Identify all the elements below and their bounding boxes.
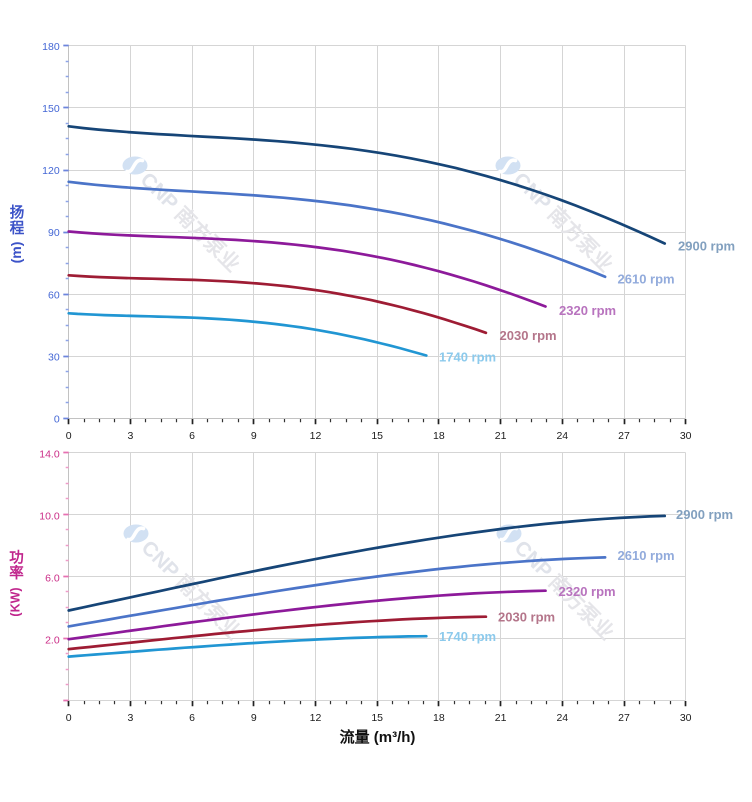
svg-text:6.0: 6.0 [45, 573, 60, 585]
svg-text:30: 30 [680, 712, 692, 724]
svg-text:24: 24 [556, 712, 568, 724]
svg-text:15: 15 [371, 430, 383, 442]
svg-text:18: 18 [433, 712, 445, 724]
svg-text:1740 rpm: 1740 rpm [439, 350, 496, 365]
svg-text:21: 21 [495, 430, 507, 442]
svg-text:功: 功 [9, 550, 24, 567]
svg-text:2030 rpm: 2030 rpm [500, 328, 557, 343]
svg-text:120: 120 [42, 165, 60, 177]
svg-text:9: 9 [251, 430, 257, 442]
svg-text:0: 0 [66, 430, 72, 442]
svg-text:2030 rpm: 2030 rpm [498, 610, 555, 625]
svg-text:9: 9 [251, 712, 257, 724]
svg-text:0: 0 [66, 712, 72, 724]
svg-text:率: 率 [9, 564, 24, 582]
svg-text:2610 rpm: 2610 rpm [618, 548, 675, 563]
svg-text:27: 27 [618, 430, 630, 442]
svg-text:2.0: 2.0 [45, 635, 60, 647]
svg-text:12: 12 [310, 430, 322, 442]
svg-text:程: 程 [10, 220, 25, 237]
svg-text:0: 0 [54, 414, 60, 426]
svg-text:30: 30 [680, 430, 692, 442]
svg-text:3: 3 [127, 712, 133, 724]
svg-text:10.0: 10.0 [39, 511, 60, 523]
svg-text:2900 rpm: 2900 rpm [676, 507, 733, 522]
svg-text:流量 (m³/h): 流量 (m³/h) [340, 728, 416, 746]
svg-text:150: 150 [42, 103, 60, 115]
svg-text:90: 90 [48, 227, 60, 239]
svg-text:180: 180 [42, 41, 60, 53]
svg-text:30: 30 [48, 351, 60, 363]
svg-text:2320 rpm: 2320 rpm [559, 303, 616, 318]
svg-text:15: 15 [371, 712, 383, 724]
svg-text:21: 21 [495, 712, 507, 724]
svg-text:27: 27 [618, 712, 630, 724]
svg-text:2320 rpm: 2320 rpm [559, 584, 616, 599]
svg-text:6: 6 [189, 712, 195, 724]
svg-text:60: 60 [48, 289, 60, 301]
svg-text:3: 3 [127, 430, 133, 442]
svg-text:2900 rpm: 2900 rpm [678, 239, 735, 254]
svg-text:扬: 扬 [10, 204, 25, 222]
svg-text:12: 12 [310, 712, 322, 724]
svg-text:18: 18 [433, 430, 445, 442]
svg-text:24: 24 [556, 430, 568, 442]
svg-text:1740 rpm: 1740 rpm [439, 629, 496, 644]
svg-text:6: 6 [189, 430, 195, 442]
svg-text:14.0: 14.0 [39, 449, 60, 461]
svg-text:2610 rpm: 2610 rpm [618, 272, 675, 287]
svg-text:(KW): (KW) [9, 587, 23, 616]
svg-text:(m): (m) [8, 242, 24, 264]
